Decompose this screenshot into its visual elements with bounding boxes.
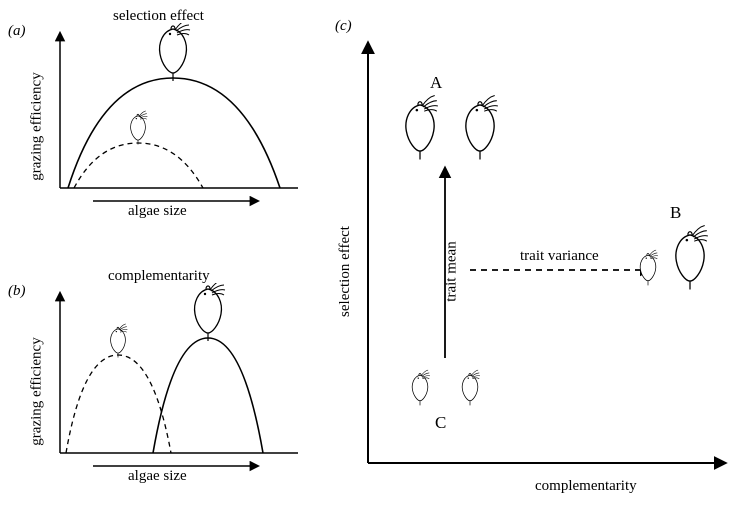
snail-icon	[676, 225, 708, 289]
panel-c: (c) selection effect complementarity tra…	[315, 8, 735, 508]
panel-b-ylabel: grazing efficiency	[29, 337, 46, 445]
panel-a-curve-dashed	[74, 143, 203, 188]
panel-a: (a) selection effect grazing efficiency …	[8, 8, 308, 218]
panel-a-curve-solid	[68, 78, 280, 188]
group-a-label: A	[430, 73, 442, 93]
snail-icon	[406, 95, 438, 159]
panel-a-label: (a)	[8, 23, 26, 40]
panel-a-chart	[48, 23, 308, 208]
snail-icon	[160, 23, 190, 81]
trait-mean-label: trait mean	[444, 241, 461, 301]
group-c-label: C	[435, 413, 446, 433]
panel-b: (b) complementarity grazing efficiency a…	[8, 268, 308, 498]
snail-icon	[195, 283, 225, 341]
snail-icon	[412, 370, 430, 405]
snail-icon	[462, 370, 480, 405]
panel-b-label: (b)	[8, 283, 26, 300]
panel-c-xlabel: complementarity	[535, 478, 637, 495]
group-b-label: B	[670, 203, 681, 223]
trait-variance-label: trait variance	[520, 248, 599, 265]
panel-b-curve-solid	[153, 338, 263, 453]
snail-icon	[640, 250, 658, 285]
panel-a-ylabel: grazing efficiency	[29, 72, 46, 180]
panel-b-chart	[48, 283, 308, 473]
snail-icon	[131, 111, 148, 145]
snail-icon	[466, 95, 498, 159]
snail-icon	[111, 324, 128, 358]
